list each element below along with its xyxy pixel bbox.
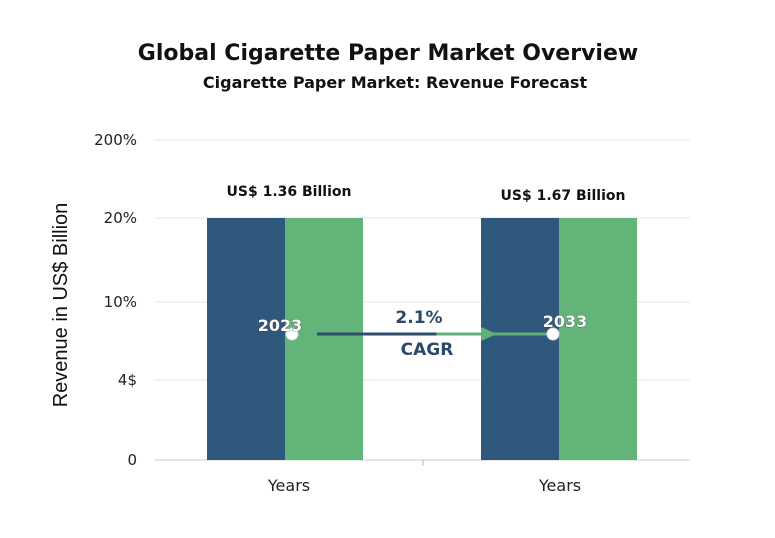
cagr-label: CAGR xyxy=(401,340,454,360)
cagr-annotation: 2023 2033 2.1% CAGR xyxy=(257,308,588,360)
bar-green-2023 xyxy=(285,218,363,460)
chart-subtitle: Cigarette Paper Market: Revenue Forecast xyxy=(203,73,588,92)
x-tick-label: Years xyxy=(538,476,581,495)
bar-dark-2033 xyxy=(481,218,559,460)
year-label-start: 2023 xyxy=(258,316,303,335)
x-axis-ticks: Years Years xyxy=(267,476,581,495)
y-tick-label: 20% xyxy=(104,209,137,227)
y-tick-label: 4$ xyxy=(118,371,137,389)
end-marker xyxy=(546,327,560,341)
y-axis-ticks: 0 4$ 10% 20% 200% xyxy=(94,131,137,469)
x-tick-label: Years xyxy=(267,476,310,495)
y-tick-label: 200% xyxy=(94,131,137,149)
bar-green-2033 xyxy=(559,218,637,460)
cagr-value: 2.1% xyxy=(395,308,442,328)
chart-title: Global Cigarette Paper Market Overview xyxy=(138,41,638,66)
y-tick-label: 10% xyxy=(104,293,137,311)
start-marker xyxy=(285,327,299,341)
year-label-end: 2033 xyxy=(543,312,588,331)
bars: US$ 1.36 Billion US$ 1.67 Billion xyxy=(207,184,637,460)
y-tick-label: 0 xyxy=(127,451,137,469)
cagr-arrowhead xyxy=(481,327,497,341)
y-axis-label: Revenue in US$ Billion xyxy=(50,203,72,408)
bar-value-label: US$ 1.67 Billion xyxy=(501,188,626,204)
bar-value-label: US$ 1.36 Billion xyxy=(227,184,352,200)
bar-dark-2023 xyxy=(207,218,285,460)
